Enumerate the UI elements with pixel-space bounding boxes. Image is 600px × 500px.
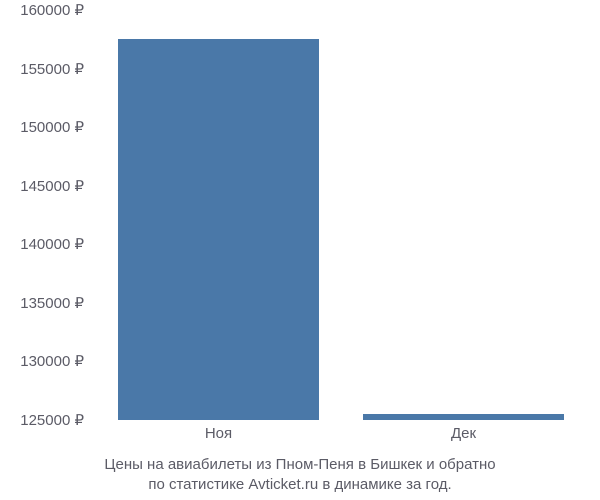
y-tick-label: 125000 ₽ — [20, 411, 84, 429]
x-axis: Ноя Дек — [96, 425, 586, 449]
y-tick-label: 140000 ₽ — [20, 235, 84, 253]
y-tick-label: 160000 ₽ — [20, 1, 84, 19]
plot-area — [96, 10, 586, 420]
x-tick-label: Дек — [451, 425, 476, 442]
y-tick-label: 155000 ₽ — [20, 60, 84, 78]
bar — [118, 39, 319, 420]
y-tick-label: 150000 ₽ — [20, 118, 84, 136]
chart-caption: Цены на авиабилеты из Пном-Пеня в Бишкек… — [0, 455, 600, 496]
caption-line-2: по статистике Avticket.ru в динамике за … — [148, 476, 451, 493]
price-chart: 125000 ₽ 130000 ₽ 135000 ₽ 140000 ₽ 145000 ₽… — [0, 0, 600, 440]
caption-line-1: Цены на авиабилеты из Пном-Пеня в Бишкек… — [104, 456, 495, 473]
y-tick-label: 145000 ₽ — [20, 177, 84, 195]
y-tick-label: 135000 ₽ — [20, 294, 84, 312]
y-tick-label: 130000 ₽ — [20, 352, 84, 370]
y-axis: 125000 ₽ 130000 ₽ 135000 ₽ 140000 ₽ 145000 ₽… — [0, 0, 90, 440]
bar — [363, 414, 564, 420]
x-tick-label: Ноя — [205, 425, 232, 442]
